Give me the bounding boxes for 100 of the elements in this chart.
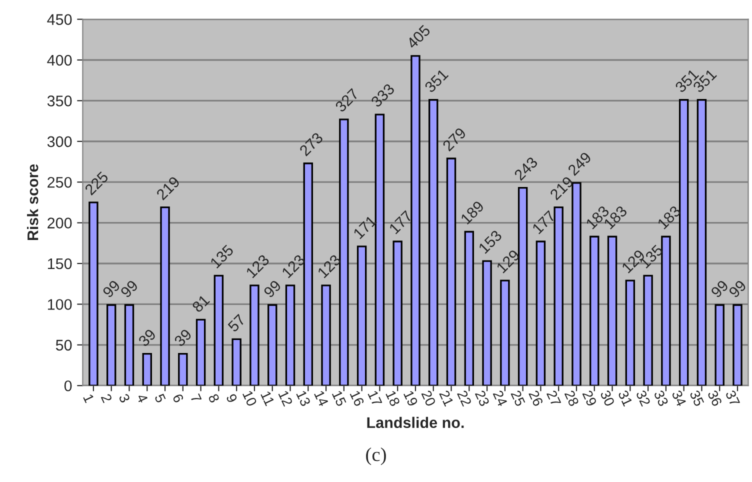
- data-label: 219: [156, 176, 180, 200]
- bar: [160, 206, 170, 386]
- y-tick-label: 250: [48, 176, 72, 188]
- bar: [590, 236, 600, 386]
- x-tick-label: 2: [100, 393, 112, 404]
- bar: [572, 182, 582, 386]
- x-tick-label: 1: [83, 394, 94, 404]
- bar: [732, 304, 742, 386]
- x-tick-label: 25: [510, 390, 526, 407]
- x-tick-label: 37: [725, 390, 740, 407]
- y-tick-label: 350: [47, 96, 72, 106]
- data-label: 99: [120, 280, 139, 298]
- text: (c): [366, 447, 386, 466]
- data-label: 279: [442, 127, 467, 152]
- bar: [554, 206, 564, 386]
- bar: [339, 118, 349, 386]
- bar: [321, 284, 331, 386]
- data-label: 57: [227, 314, 246, 332]
- data-label: 123: [246, 254, 270, 278]
- y-tick-label: 150: [48, 258, 72, 270]
- data-label: 405: [406, 24, 431, 50]
- y-tick-label: 50: [56, 340, 72, 351]
- data-label: 243: [514, 156, 538, 181]
- y-tick-label: 200: [48, 218, 72, 228]
- bar: [428, 99, 438, 386]
- bar: [714, 304, 724, 386]
- x-tick-label: 5: [154, 393, 166, 404]
- x-tick-label: 28: [564, 390, 580, 407]
- data-label: 327: [334, 88, 360, 113]
- data-label: 273: [298, 132, 324, 157]
- x-tick-label: 24: [492, 390, 508, 407]
- bar: [392, 240, 402, 386]
- data-label: 135: [210, 244, 234, 269]
- bar: [696, 99, 707, 386]
- x-tick-label: 31: [618, 390, 633, 407]
- x-tick-label: 6: [172, 393, 184, 404]
- bar: [500, 280, 510, 386]
- x-tick-label: 11: [260, 390, 275, 406]
- x-tick-label: 34: [672, 390, 687, 407]
- bar: [446, 158, 456, 386]
- x-tick-label: 36: [707, 390, 722, 407]
- data-label: 351: [424, 68, 449, 94]
- data-label: 39: [174, 328, 192, 348]
- x-tick-label: 16: [350, 390, 364, 407]
- data-label: 99: [728, 280, 747, 298]
- bar: [142, 353, 152, 386]
- bar: [410, 55, 420, 386]
- x-tick-label: 27: [546, 390, 562, 407]
- x-tick-label: 23: [474, 390, 490, 407]
- x-axis-title: Landslide no.: [367, 416, 464, 428]
- x-tick-label: 9: [226, 393, 238, 404]
- bar: [482, 260, 492, 386]
- bar: [124, 304, 134, 386]
- x-tick-label: 22: [457, 390, 472, 407]
- x-tick-label: 15: [332, 390, 346, 407]
- data-label: 183: [656, 205, 682, 230]
- data-label: 99: [102, 280, 121, 298]
- bar: [518, 186, 528, 386]
- bar: [267, 304, 278, 386]
- data-label: 171: [352, 215, 378, 240]
- data-label: 177: [532, 210, 556, 234]
- bar: [285, 284, 296, 386]
- y-tick-label: 300: [47, 136, 72, 148]
- y-tick-label: 0: [64, 380, 72, 392]
- bar: [196, 318, 206, 386]
- bar: [214, 274, 224, 386]
- x-tick-label: 30: [600, 390, 615, 407]
- x-tick-label: 8: [208, 393, 220, 404]
- data-label: 99: [710, 280, 729, 298]
- data-label: 333: [370, 83, 396, 108]
- x-tick-label: 10: [242, 390, 258, 407]
- x-tick-label: 3: [118, 393, 130, 404]
- bar: [178, 353, 188, 386]
- data-label: 123: [317, 254, 342, 278]
- x-tick-label: 26: [528, 390, 544, 407]
- data-label: 39: [138, 328, 156, 348]
- data-label: 81: [191, 294, 210, 313]
- bar: [356, 246, 367, 386]
- bar: [536, 240, 546, 386]
- x-tick-label: 18: [386, 390, 400, 407]
- x-tick-label: 19: [403, 390, 418, 407]
- y-axis-title: Risk score: [27, 164, 38, 240]
- bar: [232, 338, 242, 386]
- y-tick-label: 100: [48, 299, 72, 310]
- bar: [661, 236, 671, 386]
- y-tick-label: 450: [47, 14, 72, 25]
- bar: [643, 274, 653, 386]
- data-label: 225: [84, 170, 109, 196]
- x-tick-label: 4: [136, 393, 148, 404]
- data-label: 99: [263, 280, 282, 298]
- data-label: 249: [567, 151, 592, 176]
- x-tick-label: 7: [190, 393, 202, 404]
- x-tick-label: 33: [654, 390, 669, 407]
- x-tick-label: 21: [439, 390, 454, 407]
- data-label: 219: [549, 176, 574, 200]
- y-tick-label: 400: [47, 54, 72, 66]
- x-tick-label: 20: [421, 390, 436, 407]
- data-label: 189: [460, 200, 485, 225]
- x-tick-label: 13: [296, 390, 311, 407]
- x-tick-label: 12: [278, 390, 293, 407]
